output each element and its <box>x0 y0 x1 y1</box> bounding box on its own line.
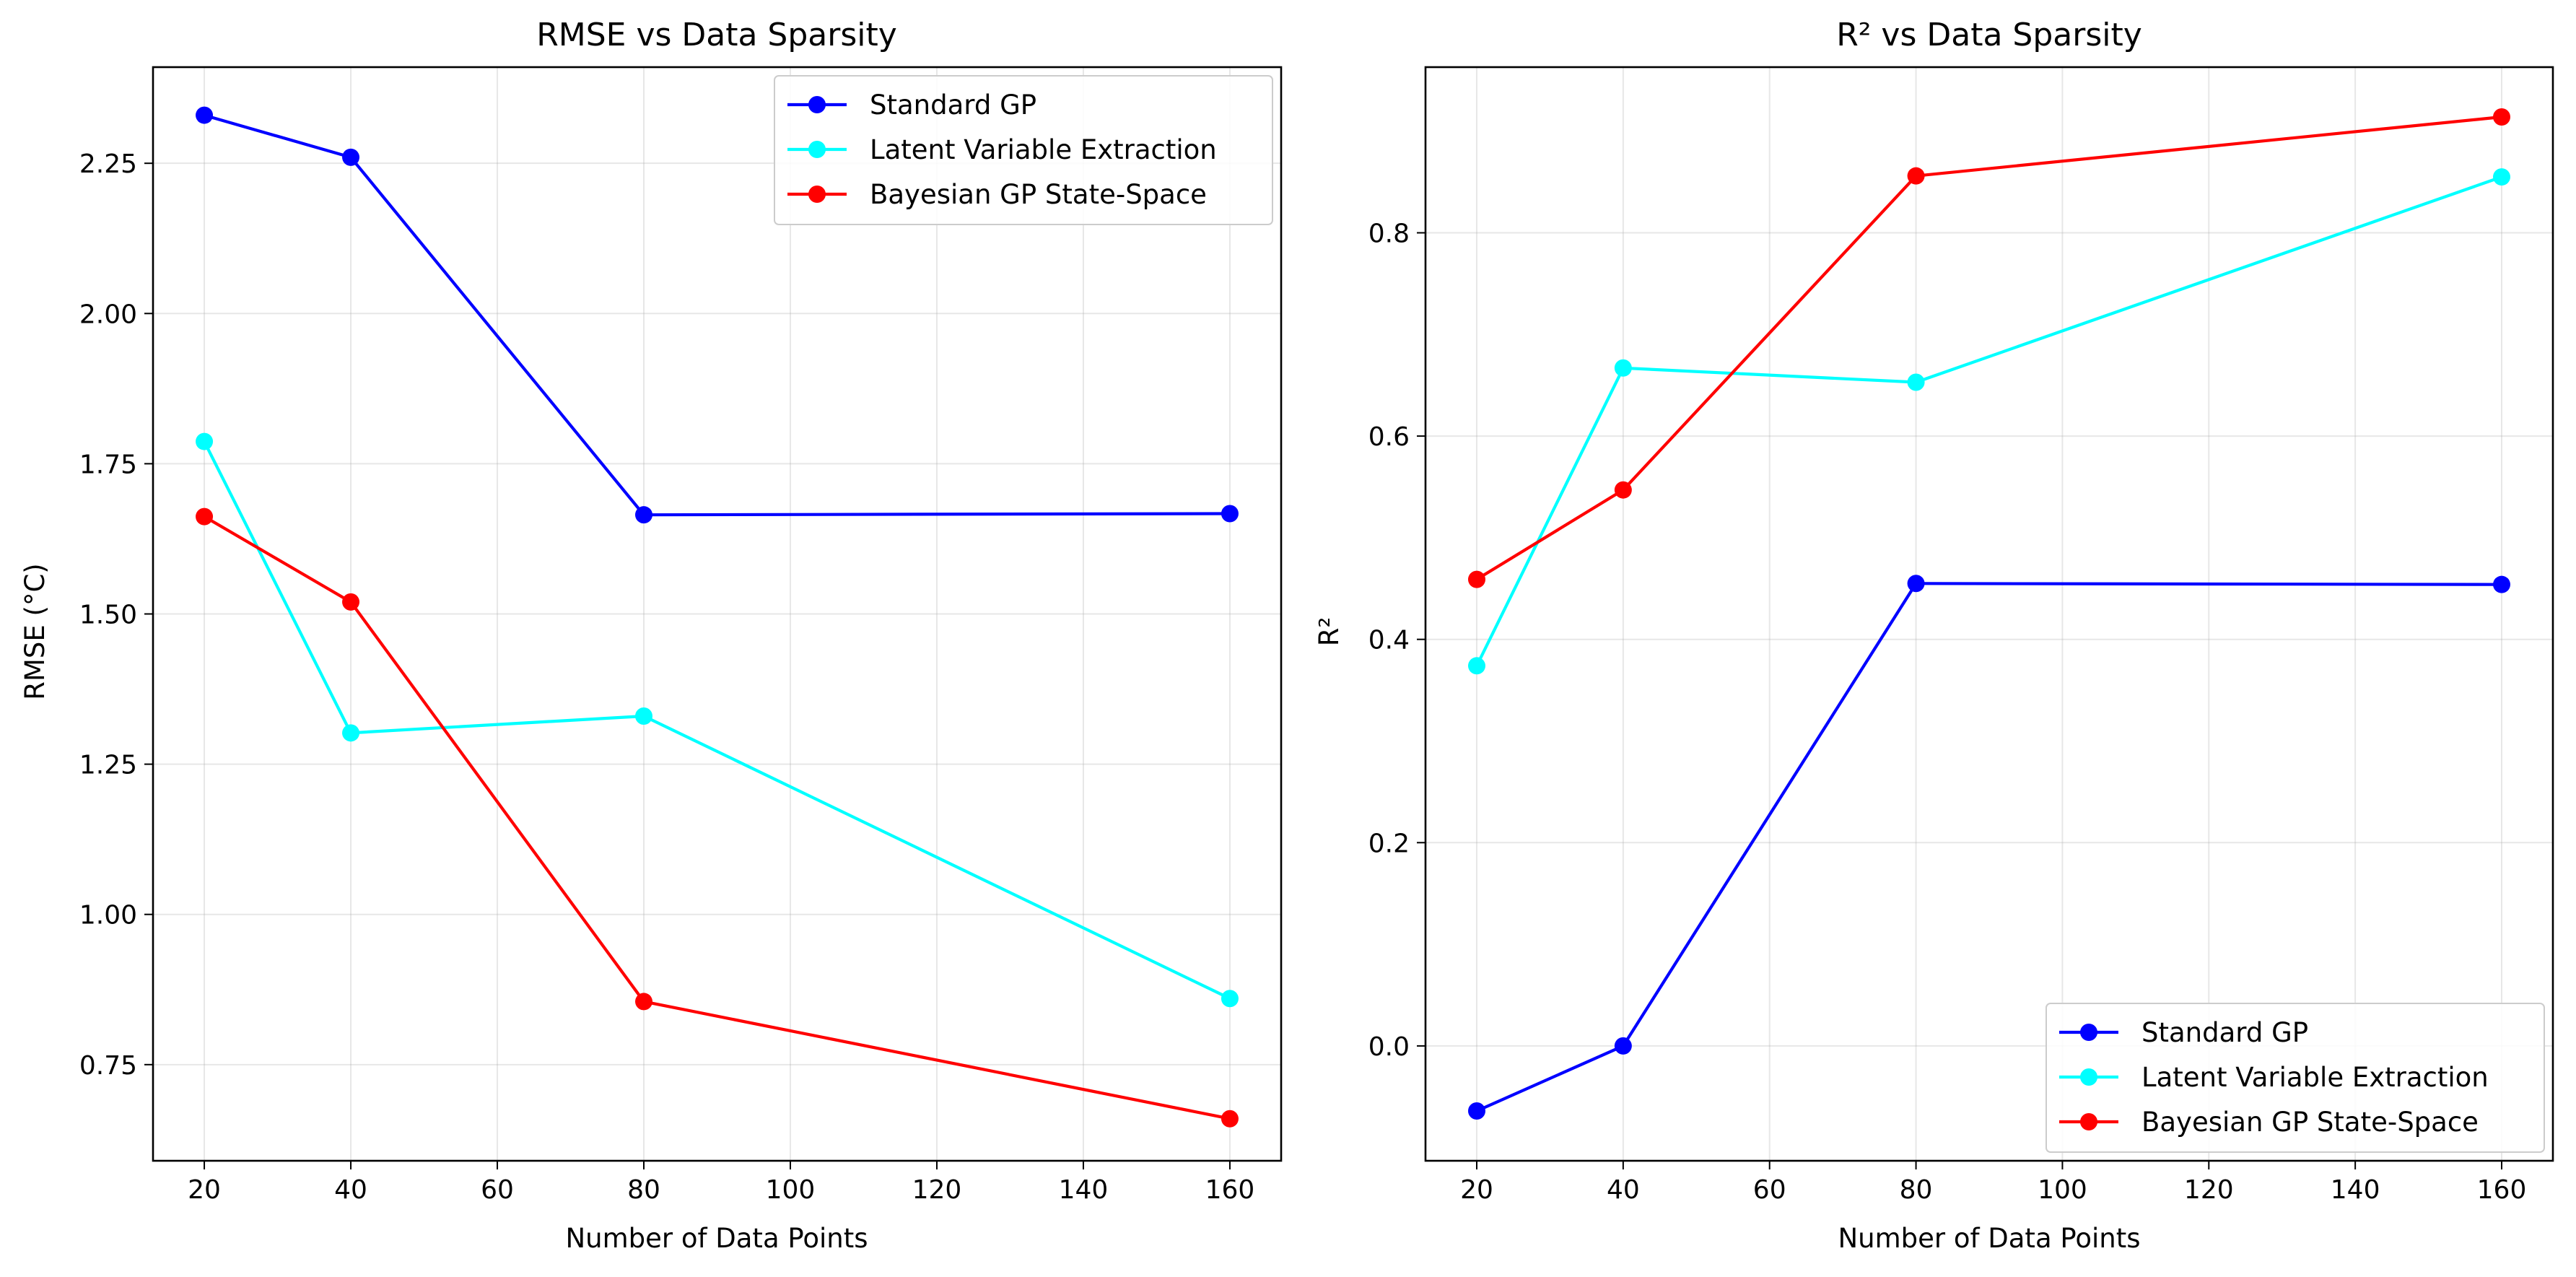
rmse-series-point-2-0 <box>196 507 214 526</box>
rmse-x-tick-label: 20 <box>188 1175 221 1205</box>
rmse-x-tick-label: 40 <box>334 1175 367 1205</box>
r2-y-tick-label: 0.2 <box>1368 829 1410 858</box>
r2-y-axis-label: R² <box>1314 617 1345 647</box>
r2-series-point-0-1 <box>1614 1037 1632 1055</box>
r2-legend-marker-0 <box>2080 1024 2097 1041</box>
rmse-x-tick-label: 140 <box>1059 1175 1109 1205</box>
rmse-chart-title: RMSE vs Data Sparsity <box>536 17 897 53</box>
r2-series-line-1 <box>1475 175 2502 667</box>
rmse-legend-marker-0 <box>808 96 826 113</box>
r2-series-point-1-1 <box>1614 359 1632 377</box>
r2-legend-marker-2 <box>2080 1113 2097 1130</box>
r2-x-tick-label: 80 <box>1900 1175 1933 1205</box>
rmse-legend-box <box>774 75 1273 225</box>
rmse-series-point-2-2 <box>635 993 653 1011</box>
r2-series-point-0-2 <box>1907 575 1925 593</box>
r2-series-point-2-1 <box>1614 481 1632 499</box>
rmse-legend: Standard GP Latent Variable Extraction Bay… <box>774 75 1273 225</box>
r2-legend-box <box>2045 1003 2545 1153</box>
r2-series-point-1-0 <box>1468 657 1485 675</box>
rmse-series-line-2 <box>203 515 1231 1120</box>
rmse-x-tick-label: 160 <box>1205 1175 1255 1205</box>
rmse-series-line-1 <box>203 440 1231 1001</box>
r2-series-line-2 <box>1475 115 2502 581</box>
rmse-x-tick-label: 60 <box>481 1175 514 1205</box>
r2-series-point-2-2 <box>1907 167 1925 185</box>
r2-legend-marker-1 <box>2080 1068 2097 1086</box>
rmse-y-tick-label: 1.50 <box>79 601 137 630</box>
r2-legend-label-2: Bayesian GP State-Space <box>2141 1107 2479 1138</box>
r2-plot-area: 20 40 60 80 100 120 140 160 0.0 0.2 0.4 0.6 0.8 Stand… <box>1368 66 2554 1205</box>
rmse-y-tick-label: 1.00 <box>79 901 137 930</box>
r2-x-tick-label: 120 <box>2184 1175 2234 1205</box>
rmse-series-point-1-1 <box>342 724 360 742</box>
r2-x-tick-label: 60 <box>1753 1175 1786 1205</box>
rmse-legend-marker-1 <box>808 141 826 158</box>
rmse-series-line-0 <box>204 113 1231 517</box>
r2-y-tick-label: 0.8 <box>1368 219 1410 249</box>
rmse-legend-label-2: Bayesian GP State-Space <box>870 179 1207 210</box>
rmse-series-point-0-2 <box>635 506 653 524</box>
rmse-series-point-0-0 <box>196 106 214 124</box>
rmse-y-tick-label: 1.75 <box>79 450 137 479</box>
r2-x-axis-label: Number of Data Points <box>1838 1223 2140 1254</box>
r2-series-point-1-2 <box>1907 373 1925 391</box>
rmse-series-point-0-1 <box>342 148 360 166</box>
r2-chart-title: R² vs Data Sparsity <box>1836 17 2142 53</box>
r2-chart: R² vs Data Sparsity Number of Data Point… <box>1314 17 2554 1254</box>
r2-x-tick-label: 40 <box>1607 1175 1640 1205</box>
r2-series-point-1-3 <box>2493 168 2510 186</box>
r2-y-tick-label: 0.6 <box>1368 422 1410 452</box>
rmse-series-point-2-1 <box>342 593 360 611</box>
rmse-series-point-1-2 <box>635 707 653 725</box>
r2-x-tick-label: 140 <box>2331 1175 2380 1205</box>
r2-series-point-2-3 <box>2493 108 2510 126</box>
rmse-series-point-1-0 <box>196 432 214 450</box>
rmse-y-tick-label: 0.75 <box>79 1051 137 1081</box>
r2-x-tick-label: 160 <box>2477 1175 2527 1205</box>
rmse-legend-label-1: Latent Variable Extraction <box>870 134 1217 165</box>
rmse-chart: RMSE vs Data Sparsity Number of Data Poi… <box>19 17 1283 1254</box>
r2-series-point-2-0 <box>1468 570 1485 588</box>
r2-series-line-0 <box>1476 582 2502 1112</box>
rmse-series-point-0-3 <box>1221 505 1239 523</box>
rmse-y-tick-label: 2.00 <box>79 300 137 329</box>
rmse-x-tick-label: 100 <box>766 1175 816 1205</box>
r2-axes-frame <box>1424 66 2554 1162</box>
r2-legend: Standard GP Latent Variable Extraction Bay… <box>2045 1003 2545 1153</box>
r2-series-point-0-0 <box>1468 1102 1485 1120</box>
rmse-x-axis-label: Number of Data Points <box>565 1223 868 1254</box>
r2-x-tick-label: 20 <box>1460 1175 1493 1205</box>
r2-x-tick-label: 100 <box>2038 1175 2087 1205</box>
r2-y-tick-label: 0.0 <box>1368 1032 1410 1062</box>
rmse-y-tick-label: 1.25 <box>79 751 137 780</box>
r2-series-point-0-3 <box>2493 575 2510 593</box>
rmse-y-tick-label: 2.25 <box>79 149 137 179</box>
rmse-y-axis-label: RMSE (°C) <box>19 563 51 699</box>
rmse-x-tick-label: 80 <box>627 1175 660 1205</box>
rmse-series-point-1-3 <box>1221 990 1239 1008</box>
rmse-series-point-2-3 <box>1221 1110 1239 1128</box>
rmse-legend-label-0: Standard GP <box>870 90 1036 121</box>
r2-legend-label-0: Standard GP <box>2141 1017 2308 1048</box>
rmse-x-tick-label: 120 <box>912 1175 962 1205</box>
rmse-plot-area: 20 40 60 80 100 120 140 160 0.75 1.00 1.25 1.50 1.75… <box>79 66 1283 1205</box>
rmse-legend-marker-2 <box>808 186 826 203</box>
r2-legend-label-1: Latent Variable Extraction <box>2141 1062 2489 1093</box>
r2-y-tick-label: 0.4 <box>1368 626 1410 655</box>
